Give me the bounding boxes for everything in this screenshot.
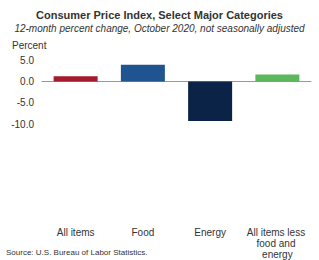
svg-text:Energy: Energy	[194, 227, 226, 238]
svg-text:Food: Food	[131, 227, 154, 238]
svg-text:All items: All items	[57, 227, 95, 238]
svg-text:12-month percent change, Octob: 12-month percent change, October 2020, n…	[14, 23, 305, 34]
svg-text:All items less: All items less	[247, 227, 308, 238]
svg-text:Source: U.S. Bureau of Labor S: Source: U.S. Bureau of Labor Statistics.	[6, 248, 147, 257]
svg-text:food and: food and	[257, 238, 299, 249]
svg-text:-5.0: -5.0	[17, 97, 35, 108]
svg-text:energy: energy	[262, 249, 293, 260]
svg-text:0.0: 0.0	[20, 76, 34, 87]
svg-text:Consumer Price Index, Select M: Consumer Price Index, Select Major Categ…	[36, 9, 283, 21]
svg-text:5.0: 5.0	[20, 55, 34, 66]
svg-text:Percent: Percent	[12, 40, 47, 51]
svg-text:-10.0: -10.0	[11, 119, 34, 130]
